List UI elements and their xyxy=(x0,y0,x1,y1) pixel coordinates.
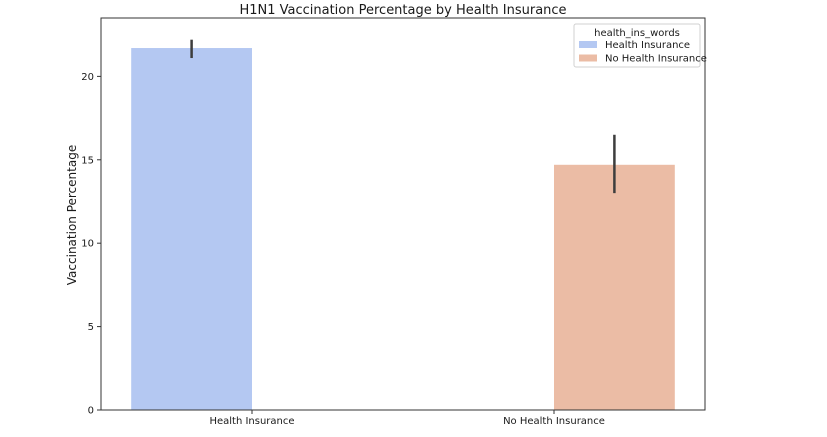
legend-label-1: No Health Insurance xyxy=(605,54,707,65)
y-axis-label: Vaccination Percentage xyxy=(65,145,79,285)
legend-swatch-0 xyxy=(579,41,597,48)
bar-0-0 xyxy=(131,48,252,410)
x-tick-label-1: No Health Insurance xyxy=(503,416,605,427)
legend: health_ins_words Health Insurance No Heal… xyxy=(573,23,707,68)
y-tick-label-0: 0 xyxy=(88,406,94,417)
legend-label-0: Health Insurance xyxy=(605,40,690,51)
legend-swatch-1 xyxy=(579,54,597,62)
plot-area: 0 5 10 15 20 Health Insurance No Health Insura… xyxy=(81,17,706,427)
y-tick-label-3: 15 xyxy=(81,155,94,166)
legend-title: health_ins_words xyxy=(594,28,680,39)
y-tick-label-4: 20 xyxy=(81,72,94,83)
legend-box xyxy=(573,23,701,68)
axes-frame xyxy=(100,17,706,411)
bar-1-1 xyxy=(554,164,675,410)
y-tick-label-1: 5 xyxy=(88,322,94,333)
chart-title: H1N1 Vaccination Percentage by Health In… xyxy=(239,3,566,18)
y-tick-label-2: 10 xyxy=(81,239,94,250)
x-tick-label-0: Health Insurance xyxy=(209,416,294,427)
